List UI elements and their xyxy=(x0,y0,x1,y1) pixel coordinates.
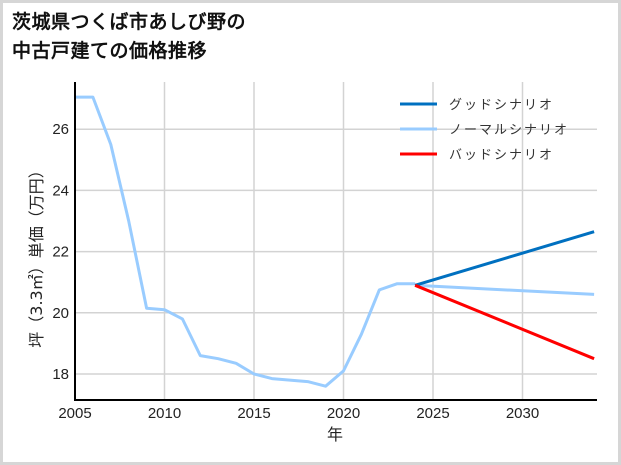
grid-lines xyxy=(75,82,597,400)
y-tick-label: 24 xyxy=(52,182,69,199)
series-line xyxy=(414,230,595,287)
y-tick-label: 18 xyxy=(52,366,69,383)
x-tick-label: 2020 xyxy=(327,405,360,422)
y-tick-label: 20 xyxy=(52,305,69,322)
series-line xyxy=(75,95,416,388)
legend-label: ノーマルシナリオ xyxy=(449,123,569,138)
series-line xyxy=(415,283,595,296)
chart-title-line-1: 茨城県つくば市あしび野の xyxy=(12,11,247,33)
x-tick-label: 2015 xyxy=(237,405,270,422)
x-tick-label: 2010 xyxy=(148,405,181,422)
legend-label: バッドシナリオ xyxy=(449,148,554,163)
x-tick-label: 2025 xyxy=(416,405,449,422)
x-tick-label: 2005 xyxy=(58,405,91,422)
y-tick-label: 26 xyxy=(52,121,69,138)
y-tick-label: 22 xyxy=(52,244,69,261)
x-axis-label: 年 xyxy=(327,425,343,444)
chart-title-line-2: 中古戸建ての価格推移 xyxy=(12,40,208,62)
y-tick-labels: 18 20 22 24 26 xyxy=(52,121,69,383)
legend-label: グッドシナリオ xyxy=(449,98,554,113)
x-tick-label: 2030 xyxy=(506,405,539,422)
series-line xyxy=(414,283,595,361)
chart-title: 茨城県つくば市あしび野の 中古戸建ての価格推移 xyxy=(12,8,246,66)
data-lines xyxy=(75,95,595,388)
y-axis-label: 坪（3.3㎡）単価（万円） xyxy=(27,162,46,347)
x-tick-labels: 2005 2010 2015 2020 2025 2030 xyxy=(58,405,539,422)
